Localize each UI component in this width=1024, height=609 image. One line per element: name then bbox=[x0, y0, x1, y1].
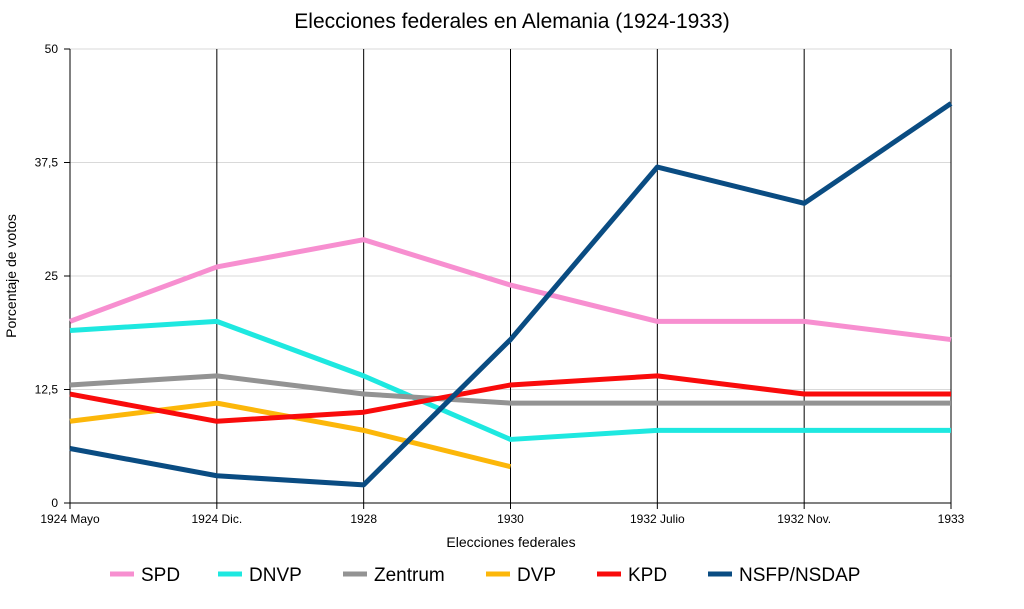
legend-label-dnvp: DNVP bbox=[249, 565, 302, 586]
x-axis-title: Elecciones federales bbox=[446, 534, 575, 550]
legend-label-nsfp-nsdap: NSFP/NSDAP bbox=[739, 565, 860, 586]
series-lines bbox=[69, 101, 953, 488]
legend: SPD DNVP Zentrum DVP KPD NSFP/NSDAP bbox=[110, 565, 860, 586]
axes: 0 12,5 25 37,5 50 1924 Mayo 1924 Dic. 1928 1930 1… bbox=[35, 42, 965, 526]
series-line-nsfp-nsdap bbox=[69, 101, 953, 488]
y-axis-title: Porcentaje de votos bbox=[3, 214, 19, 338]
legend-label-zentrum: Zentrum bbox=[374, 565, 445, 586]
x-tick-label: 1933 bbox=[938, 512, 965, 526]
y-tick-label: 12,5 bbox=[35, 383, 59, 397]
y-tick-label: 25 bbox=[45, 269, 59, 283]
x-tick-label: 1924 Mayo bbox=[40, 512, 100, 526]
x-tick-label: 1932 Julio bbox=[630, 512, 685, 526]
series-line-dnvp bbox=[69, 318, 951, 442]
y-tick-label: 0 bbox=[51, 496, 58, 510]
x-tick-label: 1924 Dic. bbox=[191, 512, 242, 526]
legend-label-kpd: KPD bbox=[628, 565, 667, 586]
legend-label-spd: SPD bbox=[141, 565, 180, 586]
x-tick-label: 1932 Nov. bbox=[777, 512, 831, 526]
series-line-spd bbox=[69, 237, 952, 343]
legend-label-dvp: DVP bbox=[517, 565, 556, 586]
series-line-zentrum bbox=[69, 373, 951, 406]
chart-title: Elecciones federales en Alemania (1924-1… bbox=[294, 10, 729, 33]
y-tick-label: 50 bbox=[45, 42, 59, 56]
x-tick-label: 1930 bbox=[497, 512, 524, 526]
y-tick-label: 37,5 bbox=[35, 156, 59, 170]
x-tick-label: 1928 bbox=[350, 512, 377, 526]
series-line-kpd bbox=[69, 373, 951, 424]
